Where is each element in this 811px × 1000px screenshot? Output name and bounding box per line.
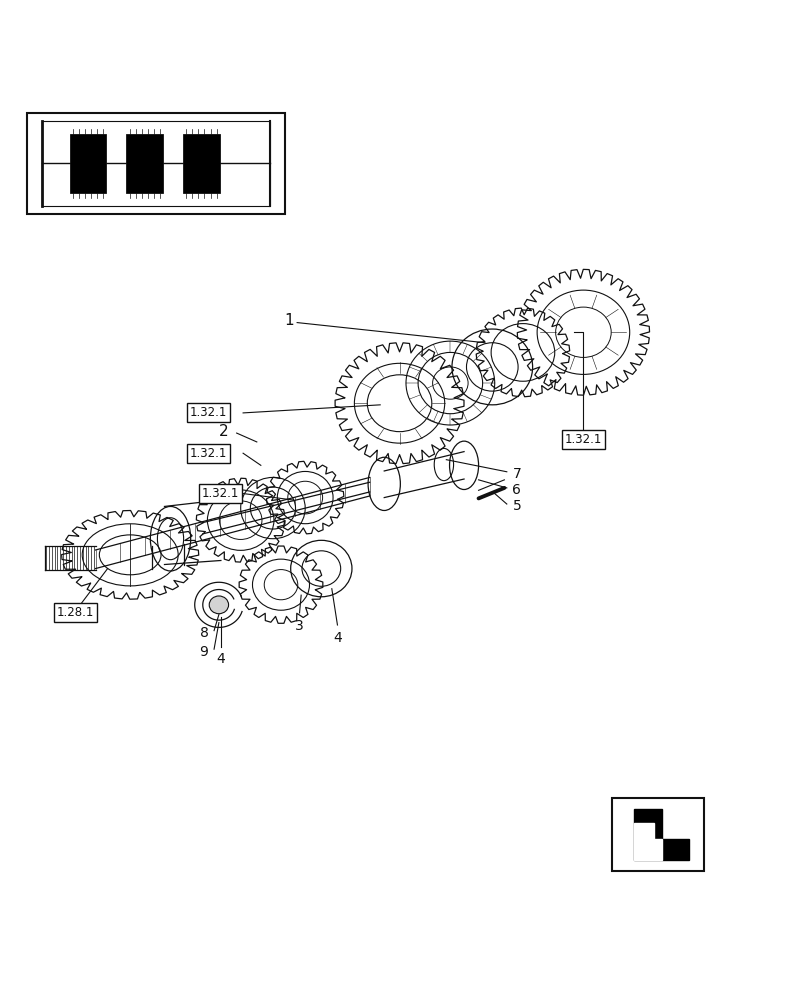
Text: 6: 6: [512, 483, 521, 497]
Text: 8: 8: [200, 626, 208, 640]
Text: 1.32.1: 1.32.1: [190, 447, 227, 460]
Bar: [27, 113, 285, 214]
Bar: [611, 798, 703, 871]
Text: 1: 1: [284, 313, 294, 328]
Text: 1.32.1: 1.32.1: [564, 433, 602, 446]
Bar: [70, 134, 106, 193]
Polygon shape: [633, 809, 688, 860]
Text: 4: 4: [216, 652, 225, 666]
Text: 9: 9: [200, 645, 208, 659]
Text: 1.32.1: 1.32.1: [190, 406, 227, 419]
Text: 1.28.1: 1.28.1: [57, 606, 94, 619]
Text: 3: 3: [295, 619, 303, 633]
Polygon shape: [633, 823, 661, 860]
Text: 7: 7: [512, 467, 521, 481]
Text: 4: 4: [333, 631, 341, 645]
Text: 1.32.1: 1.32.1: [202, 487, 239, 500]
Text: 2: 2: [219, 424, 229, 439]
Bar: [183, 134, 219, 193]
Text: 5: 5: [512, 499, 521, 513]
Bar: [127, 134, 163, 193]
Ellipse shape: [209, 596, 229, 614]
